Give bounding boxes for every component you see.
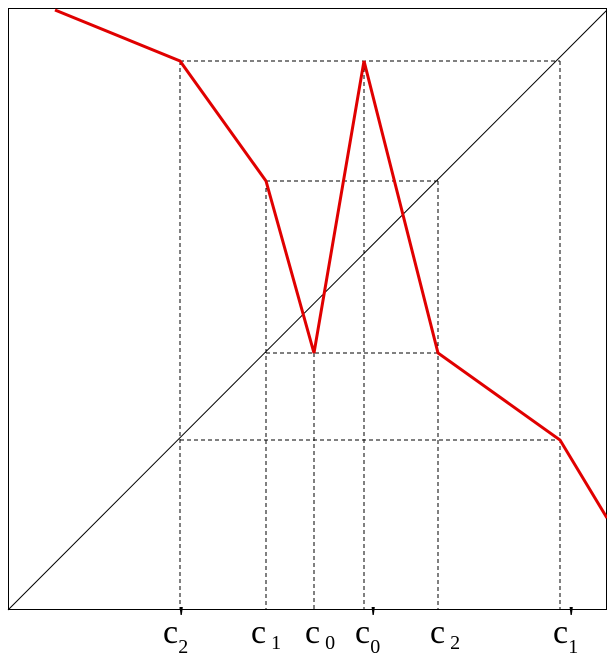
map-graph <box>54 8 607 519</box>
label-c1-prime: c' 1 <box>553 600 578 655</box>
identity-diagonal <box>7 9 607 611</box>
label-c2-prime: c' 2 <box>163 600 188 655</box>
guide-lines <box>179 60 561 610</box>
label-c0-prime: c' 0 <box>355 600 380 655</box>
